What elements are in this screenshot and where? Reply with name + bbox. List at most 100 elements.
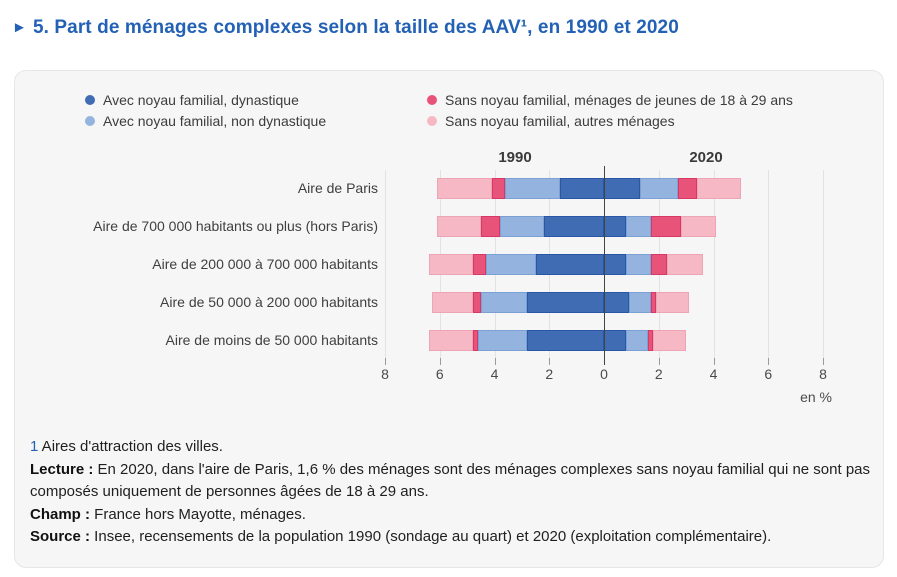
axis-tick <box>713 358 715 365</box>
note-champ: Champ : France hors Mayotte, ménages. <box>30 504 874 527</box>
gridline <box>385 170 386 358</box>
bar-segment-2020 <box>697 178 741 199</box>
bar-segment-1990 <box>437 178 492 199</box>
note-text: Aires d'attraction des villes. <box>38 438 223 455</box>
axis-tick <box>494 358 496 365</box>
axis-tick-label: 8 <box>819 366 827 382</box>
legend-item-non-dynastique: Avec noyau familial, non dynastique <box>85 113 326 129</box>
axis-tick-label: 2 <box>545 366 554 382</box>
legend-dot-light-pink-icon <box>427 116 437 126</box>
bar-segment-2020 <box>677 178 698 199</box>
bar-segment-2020 <box>650 216 681 237</box>
zero-axis-line <box>604 166 605 365</box>
figure-notes: 1 Aires d'attraction des villes. Lecture… <box>30 436 874 549</box>
legend-label: Sans noyau familial, ménages de jeunes d… <box>445 92 793 108</box>
bar-segment-1990 <box>543 216 604 237</box>
page-title-text: 5. Part de ménages complexes selon la ta… <box>32 17 679 38</box>
bar-segment-2020 <box>650 254 667 275</box>
axis-tick <box>385 358 386 365</box>
axis-tick <box>439 358 441 365</box>
bar-segment-2020 <box>650 292 656 313</box>
axis-tick-label: 4 <box>490 366 499 382</box>
bar-segment-1990 <box>472 330 479 351</box>
bar-segment-2020 <box>647 330 654 351</box>
figure-card <box>14 70 884 568</box>
note-prefix: Champ : <box>30 505 90 523</box>
axis-tick-label: 2 <box>654 366 663 382</box>
legend-item-autres: Sans noyau familial, autres ménages <box>427 113 675 129</box>
bar-segment-1990 <box>491 178 506 199</box>
page-title: ► 5. Part de ménages complexes selon la t… <box>12 17 887 39</box>
category-label: Aire de Paris <box>297 180 378 196</box>
legend-label: Avec noyau familial, dynastique <box>103 92 299 108</box>
note-text: France hors Mayotte, ménages. <box>90 505 306 523</box>
note-number: 1 <box>30 438 39 455</box>
category-label: Aire de moins de 50 000 habitants <box>165 332 378 348</box>
year-label-1990: 1990 <box>498 149 532 166</box>
bar-segment-2020 <box>666 254 703 275</box>
category-label: Aire de 700 000 habitants ou plus (hors … <box>93 218 378 234</box>
bar-segment-1990 <box>560 178 604 199</box>
bar-segment-1990 <box>437 216 481 237</box>
legend-label: Sans noyau familial, autres ménages <box>445 113 675 129</box>
axis-unit-label: en % <box>800 389 832 405</box>
title-arrow-icon: ► <box>12 19 27 36</box>
bar-segment-2020 <box>656 292 689 313</box>
legend-item-jeunes: Sans noyau familial, ménages de jeunes d… <box>427 92 793 108</box>
axis-tick <box>658 358 660 365</box>
axis-tick <box>549 358 551 365</box>
note-aav: 1 Aires d'attraction des villes. <box>30 436 874 459</box>
bar-segment-2020 <box>604 330 626 351</box>
bar-segment-1990 <box>535 254 604 275</box>
bar-segment-1990 <box>499 216 544 237</box>
axis-tick-label: 0 <box>600 366 608 382</box>
bar-segment-2020 <box>639 178 678 199</box>
bar-segment-2020 <box>680 216 717 237</box>
bar-segment-1990 <box>505 178 561 199</box>
bar-segment-2020 <box>604 216 626 237</box>
legend-item-dynastique: Avec noyau familial, dynastique <box>85 92 299 108</box>
category-label: Aire de 50 000 à 200 000 habitants <box>160 294 378 310</box>
note-text: Insee, recensements de la population 199… <box>90 528 772 545</box>
axis-tick-label: 6 <box>764 366 773 382</box>
gridline <box>823 170 824 358</box>
note-prefix: Source : <box>30 528 91 545</box>
axis-tick <box>768 358 770 365</box>
category-label: Aire de 200 000 à 700 000 habitants <box>152 256 378 272</box>
bar-segment-2020 <box>653 330 687 351</box>
bar-segment-1990 <box>527 292 604 313</box>
bar-segment-2020 <box>628 292 651 313</box>
legend-label: Avec noyau familial, non dynastique <box>103 113 327 129</box>
bar-segment-1990 <box>428 254 473 275</box>
gridline <box>768 170 770 358</box>
bar-segment-1990 <box>486 254 536 275</box>
bar-segment-2020 <box>604 254 626 275</box>
bar-segment-1990 <box>472 254 487 275</box>
year-label-2020: 2020 <box>689 149 723 166</box>
axis-tick-label: 6 <box>435 366 444 382</box>
axis-tick <box>823 358 824 365</box>
bar-segment-1990 <box>472 292 481 313</box>
bar-segment-2020 <box>625 216 651 237</box>
legend-dot-light-blue-icon <box>85 116 95 126</box>
bar-segment-2020 <box>625 254 651 275</box>
bar-segment-2020 <box>604 178 640 199</box>
bar-segment-1990 <box>478 330 528 351</box>
axis-tick-label: 4 <box>709 366 718 382</box>
gridline <box>713 170 715 358</box>
bar-segment-1990 <box>431 292 473 313</box>
note-source: Source : Insee, recensements de la popul… <box>30 526 874 549</box>
bar-segment-1990 <box>480 216 500 237</box>
note-text: En 2020, dans l'aire de Paris, 1,6 % des… <box>30 460 871 501</box>
bar-segment-1990 <box>527 330 604 351</box>
legend-dot-dark-blue-icon <box>85 95 95 105</box>
note-lecture: Lecture : En 2020, dans l'aire de Paris,… <box>30 459 874 504</box>
note-prefix: Lecture : <box>30 460 94 478</box>
bar-segment-2020 <box>625 330 648 351</box>
legend-dot-dark-pink-icon <box>427 95 437 105</box>
axis-tick-label: 8 <box>381 366 389 382</box>
bar-segment-2020 <box>604 292 629 313</box>
bar-segment-1990 <box>480 292 528 313</box>
bar-segment-1990 <box>428 330 473 351</box>
